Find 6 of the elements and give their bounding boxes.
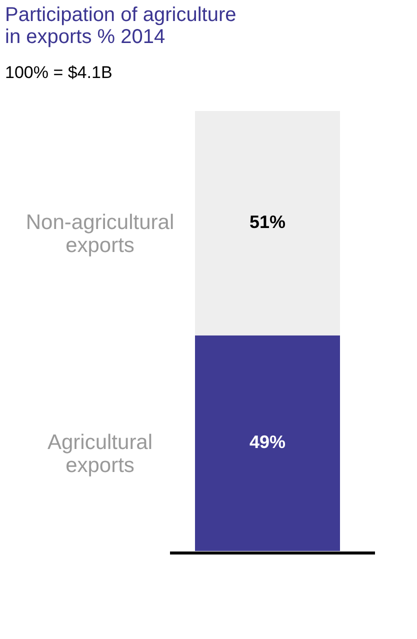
data-label: 51%: [249, 212, 286, 232]
data-label: 49%: [249, 432, 286, 452]
text: 100% = $4.1B: [5, 63, 112, 82]
text: Agricultural exports: [47, 431, 153, 478]
chart-title: Participation of agriculture in exports % 2014: [5, 4, 236, 48]
series-label: Non-agricultural exports: [26, 211, 174, 258]
